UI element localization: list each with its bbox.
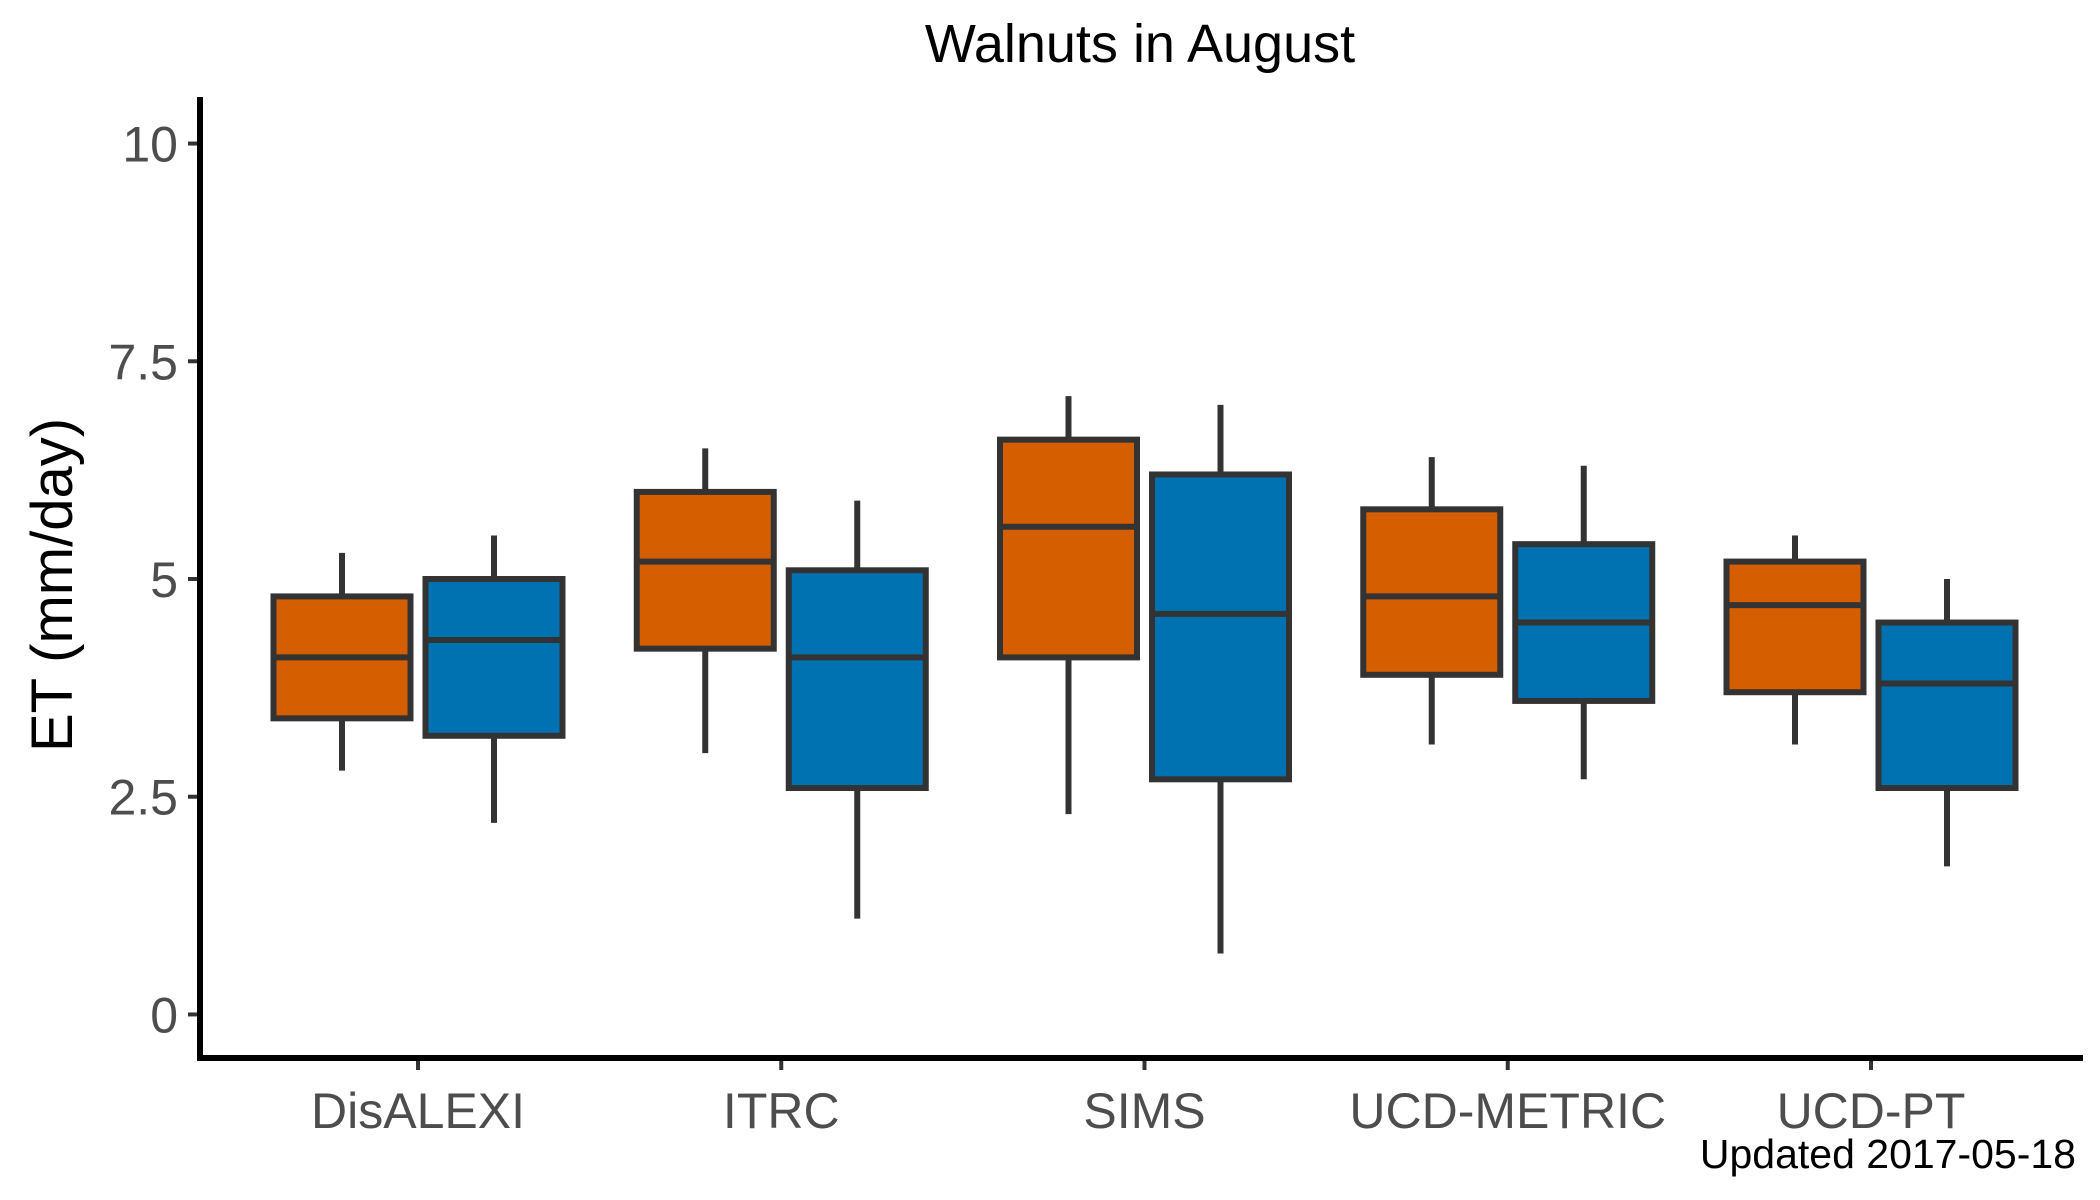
box-disalexi-2 <box>422 535 566 823</box>
box-body <box>1723 558 1867 696</box>
updated-caption: Updated 2017-05-18 <box>1700 1131 2076 1177</box>
box-body <box>1875 619 2019 792</box>
box-body <box>1360 506 1504 678</box>
axes: 0 2.5 5 7.5 10 DisALEXI ITRC SIMS UCD-METRIC UCD-… <box>108 97 2083 1139</box>
box-body <box>422 576 566 739</box>
x-tick-label: UCD-METRIC <box>1349 1083 1666 1139</box>
box-body <box>1149 471 1292 783</box>
box-ucd-metric-1 <box>1360 457 1504 745</box>
y-axis-label: ET (mm/day) <box>20 418 85 752</box>
box-itrc-2 <box>785 500 929 919</box>
x-tick-label: UCD-PT <box>1777 1083 1966 1139</box>
box-body <box>633 488 777 652</box>
box-ucd-pt-1 <box>1723 535 1867 745</box>
box-body <box>997 436 1140 661</box>
box-itrc-1 <box>633 448 777 754</box>
box-sims-1 <box>997 396 1140 815</box>
box-sims-2 <box>1149 404 1292 954</box>
y-tick-label: 0 <box>150 987 178 1043</box>
y-tick-label: 10 <box>122 117 178 173</box>
x-tick-label: ITRC <box>723 1083 840 1139</box>
box-body <box>785 567 929 792</box>
chart-title: Walnuts in August <box>925 14 1355 74</box>
plot-area <box>270 396 2019 954</box>
box-ucd-metric-2 <box>1512 465 1656 780</box>
y-tick-label: 7.5 <box>108 334 178 390</box>
x-tick-label: SIMS <box>1083 1083 1205 1139</box>
box-ucd-pt-2 <box>1875 579 2019 867</box>
box-disalexi-1 <box>270 552 414 771</box>
x-tick-label: DisALEXI <box>311 1083 525 1139</box>
y-tick-label: 2.5 <box>108 770 178 826</box>
y-tick-label: 5 <box>150 552 178 608</box>
